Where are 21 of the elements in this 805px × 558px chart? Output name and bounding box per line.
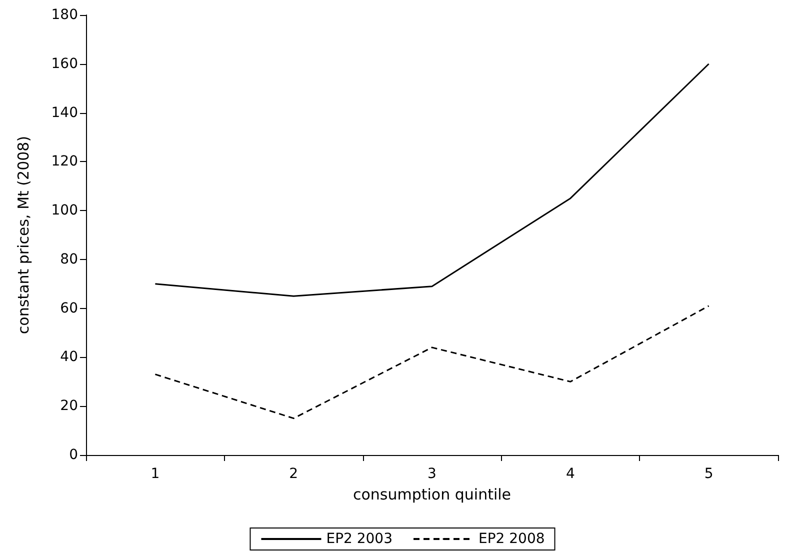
x-axis-title: consumption quintile: [352, 486, 512, 504]
y-axis-title: constant prices, Mt (2008): [14, 136, 32, 334]
y-tick-label: 60: [60, 300, 78, 316]
x-tick-label: 2: [289, 466, 298, 482]
y-tick-label: 140: [51, 104, 78, 121]
line-series: [154, 63, 710, 297]
y-tick-label: 0: [69, 447, 78, 463]
y-tick-label: 180: [51, 7, 78, 23]
y-tick-label: 80: [60, 251, 78, 268]
y-tick-label: 40: [60, 349, 78, 366]
line-series: [154, 305, 710, 420]
y-tick-label: 20: [60, 398, 78, 414]
x-tick-label: 4: [566, 466, 575, 482]
x-tick-label: 1: [150, 466, 160, 482]
x-tick-label: 5: [704, 466, 714, 482]
legend-label: EP2 2008: [478, 531, 545, 547]
y-tick-label: 100: [51, 202, 78, 219]
y-tick-label: 160: [51, 56, 78, 72]
x-tick-label: 3: [428, 466, 436, 482]
legend-label: EP2 2003: [326, 531, 393, 547]
y-tick-label: 120: [51, 154, 78, 170]
